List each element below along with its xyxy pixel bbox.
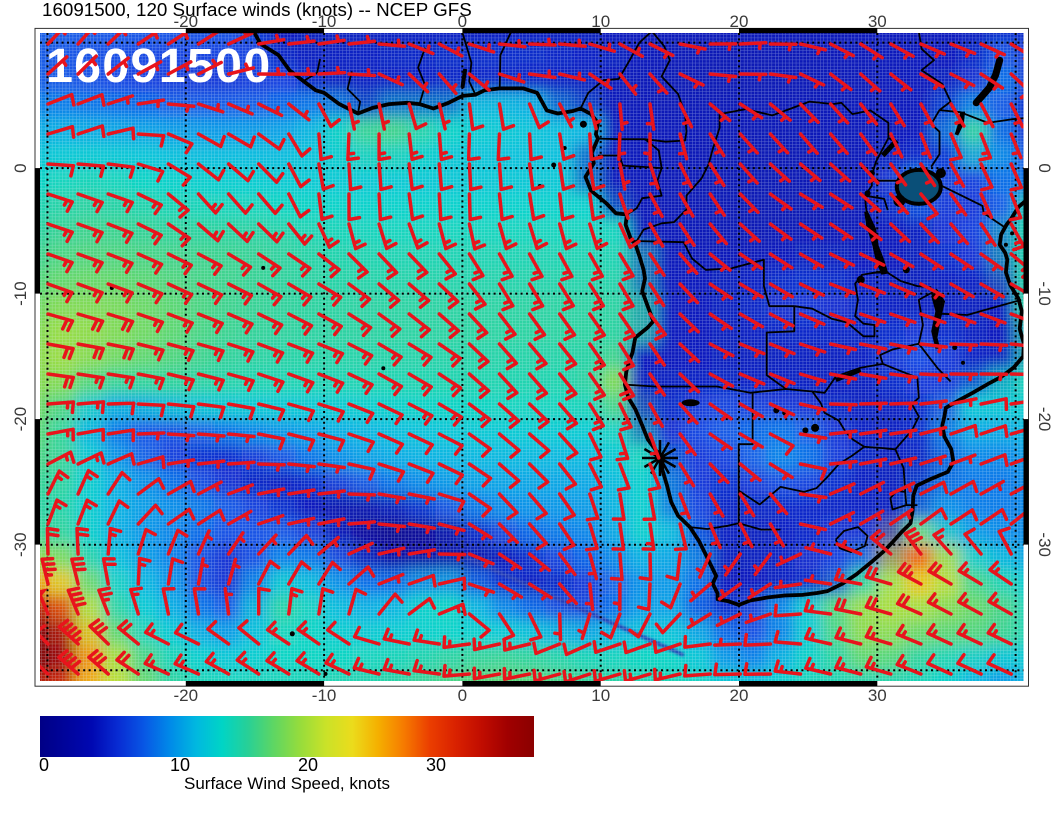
- svg-text:20: 20: [730, 686, 749, 705]
- svg-text:-10: -10: [312, 12, 337, 31]
- svg-text:16091500: 16091500: [46, 39, 271, 93]
- svg-text:30: 30: [868, 686, 887, 705]
- svg-text:0: 0: [39, 755, 49, 775]
- svg-text:0: 0: [458, 686, 467, 705]
- svg-text:10: 10: [591, 686, 610, 705]
- svg-text:Surface Wind Speed, knots: Surface Wind Speed, knots: [184, 774, 390, 793]
- svg-text:-20: -20: [11, 407, 30, 432]
- svg-text:-30: -30: [1035, 532, 1054, 557]
- svg-text:0: 0: [458, 12, 467, 31]
- svg-text:-10: -10: [1035, 281, 1054, 306]
- svg-text:10: 10: [591, 12, 610, 31]
- svg-text:30: 30: [426, 755, 446, 775]
- svg-text:-20: -20: [174, 686, 199, 705]
- svg-text:30: 30: [868, 12, 887, 31]
- svg-text:20: 20: [298, 755, 318, 775]
- svg-text:-20: -20: [1035, 407, 1054, 432]
- svg-text:-20: -20: [174, 12, 199, 31]
- svg-text:-10: -10: [312, 686, 337, 705]
- svg-text:20: 20: [730, 12, 749, 31]
- svg-text:-30: -30: [11, 532, 30, 557]
- svg-text:-10: -10: [11, 281, 30, 306]
- svg-text:16091500, 120 Surface winds (k: 16091500, 120 Surface winds (knots) -- N…: [42, 0, 472, 20]
- svg-text:0: 0: [11, 163, 30, 172]
- svg-text:0: 0: [1035, 163, 1054, 172]
- svg-text:10: 10: [170, 755, 190, 775]
